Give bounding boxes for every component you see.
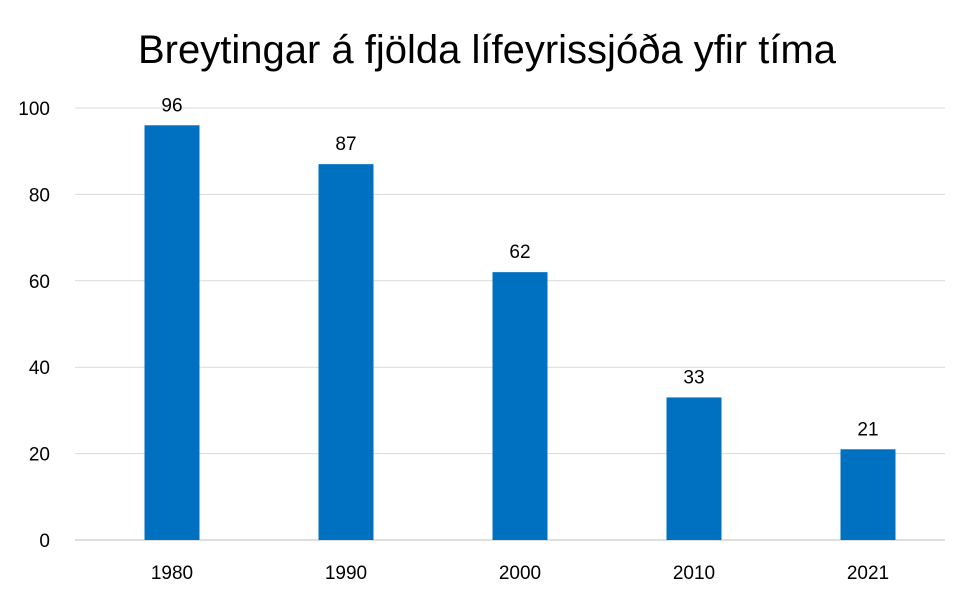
data-label-2021: 21: [857, 419, 878, 440]
data-label-2010: 33: [683, 367, 704, 388]
bar-1990: [318, 164, 374, 540]
bars: [144, 125, 896, 540]
y-tick-label: 80: [29, 185, 50, 206]
bar-2021: [840, 449, 896, 540]
x-tick-label-1990: 1990: [325, 563, 367, 584]
y-tick-label: 0: [39, 531, 50, 552]
x-tick-label-2000: 2000: [499, 563, 541, 584]
x-tick-label-1980: 1980: [151, 563, 193, 584]
y-tick-label: 100: [18, 99, 50, 120]
x-tick-label-2010: 2010: [673, 563, 715, 584]
data-label-1990: 87: [335, 134, 356, 155]
data-label-1980: 96: [161, 95, 182, 116]
bar-2000: [492, 272, 548, 540]
x-axis-ticks: 1980 1990 2000 2010 2021: [151, 563, 889, 584]
x-tick-label-2021: 2021: [847, 563, 889, 584]
data-labels: 96 87 62 33 21: [161, 95, 878, 440]
bar-2010: [666, 397, 722, 540]
data-label-2000: 62: [509, 242, 530, 263]
chart-title: Breytingar á fjölda lífeyrissjóða yfir t…: [138, 28, 837, 72]
bar-1980: [144, 125, 200, 540]
y-tick-label: 40: [29, 358, 50, 379]
y-tick-label: 60: [29, 272, 50, 293]
y-axis-ticks: 0 20 40 60 80 100: [18, 99, 50, 552]
y-tick-label: 20: [29, 445, 50, 466]
